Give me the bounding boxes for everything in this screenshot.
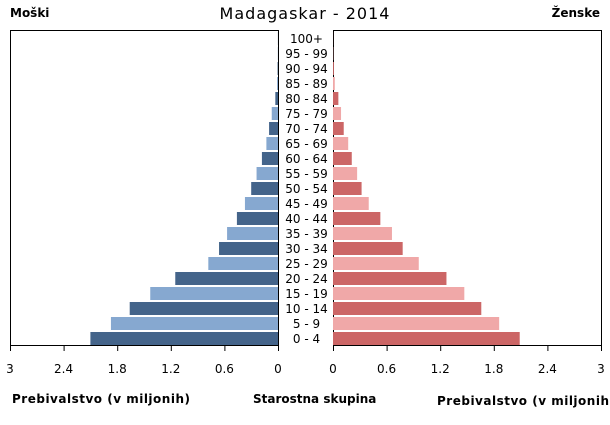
female-bar (333, 137, 349, 150)
age-group-label: 35 - 39 (285, 227, 328, 241)
female-bar (333, 92, 339, 105)
title-year: 2014 (345, 4, 391, 23)
female-bar (333, 257, 419, 270)
age-group-label: 5 - 9 (293, 317, 320, 331)
male-bar (266, 137, 278, 150)
female-bar (333, 197, 369, 210)
male-bar (175, 272, 278, 285)
male-bar (275, 92, 278, 105)
male-bar (129, 302, 278, 315)
age-group-label: 85 - 89 (285, 77, 328, 91)
female-bar (333, 272, 447, 285)
female-bar (333, 227, 392, 240)
left-tick-label: 1.8 (108, 362, 127, 376)
male-bar (208, 257, 278, 270)
female-bar (333, 317, 500, 330)
chart-title: Madagaskar - 2014 (219, 4, 391, 23)
male-bar (277, 77, 278, 90)
right-tick-label: 0.6 (377, 362, 396, 376)
male-bar (219, 242, 278, 255)
age-group-label: 100+ (290, 32, 323, 46)
left-plot-frame (10, 30, 279, 346)
right-tick-label: 1.2 (431, 362, 450, 376)
age-group-label: 25 - 29 (285, 257, 328, 271)
male-bar (269, 122, 278, 135)
right-tick-label: 2.4 (538, 362, 557, 376)
male-bar (261, 152, 278, 165)
left-tick-label: 3 (6, 362, 14, 376)
age-group-label: 20 - 24 (285, 272, 328, 286)
female-bar (333, 302, 482, 315)
x-axis-label-right: Prebivalstvo (v miljonih) (437, 394, 610, 408)
female-bar (333, 122, 344, 135)
age-group-label: 90 - 94 (285, 62, 328, 76)
age-group-label: 45 - 49 (285, 197, 328, 211)
left-label: Moški (10, 6, 50, 20)
left-tick-label: 1.2 (161, 362, 180, 376)
age-group-label: 60 - 64 (285, 152, 328, 166)
female-bar (333, 182, 362, 195)
female-bar (333, 152, 352, 165)
left-tick-label: 0 (274, 362, 282, 376)
x-axis-label-left: Prebivalstvo (v miljonih) (12, 392, 191, 406)
male-bar (90, 332, 279, 345)
right-tick-label: 1.8 (484, 362, 503, 376)
age-group-label: 0 - 4 (293, 332, 320, 346)
right-tick-label: 3 (597, 362, 605, 376)
left-tick-label: 2.4 (54, 362, 73, 376)
male-bar (150, 287, 278, 300)
male-bar (110, 317, 279, 330)
age-group-label: 65 - 69 (285, 137, 328, 151)
right-label: Ženske (551, 6, 600, 20)
female-bar (333, 62, 334, 75)
title-country: Madagaskar (219, 4, 327, 23)
female-bar (333, 77, 335, 90)
female-bar (333, 242, 403, 255)
age-group-label: 70 - 74 (285, 122, 328, 136)
age-group-label: 95 - 99 (285, 47, 328, 61)
age-group-label: 75 - 79 (285, 107, 328, 121)
male-bar (256, 167, 278, 180)
male-bar (227, 227, 278, 240)
age-group-label: 55 - 59 (285, 167, 328, 181)
age-group-label: 50 - 54 (285, 182, 328, 196)
age-group-label: 40 - 44 (285, 212, 328, 226)
female-bar (333, 332, 520, 345)
female-bar (333, 167, 358, 180)
age-group-label: 80 - 84 (285, 92, 328, 106)
female-bar (333, 107, 342, 120)
left-tick-label: 0.6 (215, 362, 234, 376)
male-bar (244, 197, 278, 210)
age-group-label: 30 - 34 (285, 242, 328, 256)
age-group-label: 15 - 19 (285, 287, 328, 301)
center-axis-label: Starostna skupina (253, 392, 377, 406)
male-bar (251, 182, 278, 195)
male-bar (236, 212, 278, 225)
age-group-label: 10 - 14 (285, 302, 328, 316)
female-bar (333, 287, 465, 300)
right-tick-label: 0 (329, 362, 337, 376)
female-bar (333, 212, 381, 225)
male-bar (271, 107, 278, 120)
